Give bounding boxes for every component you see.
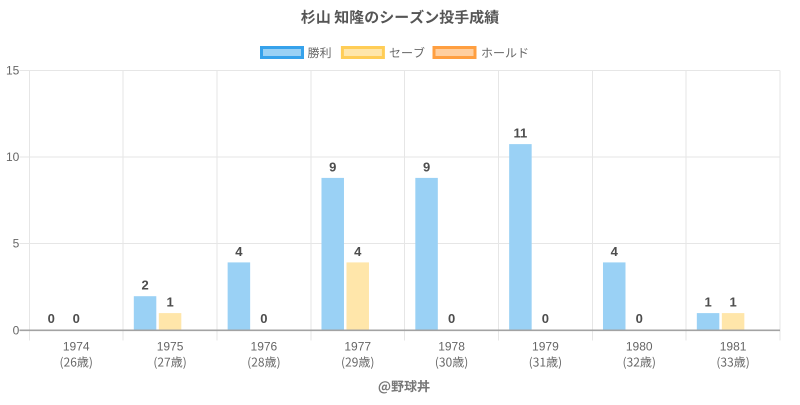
svg-text:10: 10 (6, 150, 20, 164)
svg-text:2: 2 (141, 278, 148, 293)
svg-text:11: 11 (514, 126, 528, 141)
svg-text:1979: 1979 (532, 340, 559, 354)
svg-text:1978: 1978 (438, 340, 465, 354)
svg-text:1: 1 (729, 295, 736, 310)
svg-text:1977: 1977 (344, 340, 371, 354)
svg-text:1974: 1974 (63, 340, 90, 354)
svg-text:0: 0 (13, 324, 20, 338)
svg-text:4: 4 (611, 244, 619, 259)
svg-text:9: 9 (423, 159, 430, 174)
svg-text:0: 0 (542, 311, 549, 326)
svg-text:1980: 1980 (626, 340, 653, 354)
svg-text:1: 1 (166, 295, 173, 310)
svg-text:1975: 1975 (157, 340, 184, 354)
svg-text:4: 4 (235, 244, 243, 259)
svg-text:1: 1 (704, 295, 711, 310)
svg-text:4: 4 (354, 244, 362, 259)
svg-text:0: 0 (73, 311, 80, 326)
svg-text:9: 9 (329, 159, 336, 174)
svg-text:15: 15 (6, 64, 20, 78)
svg-text:1976: 1976 (251, 340, 278, 354)
svg-text:0: 0 (448, 311, 455, 326)
svg-text:0: 0 (260, 311, 267, 326)
svg-text:1981: 1981 (720, 340, 747, 354)
svg-text:0: 0 (48, 311, 55, 326)
svg-text:0: 0 (636, 311, 643, 326)
svg-text:5: 5 (13, 237, 20, 251)
